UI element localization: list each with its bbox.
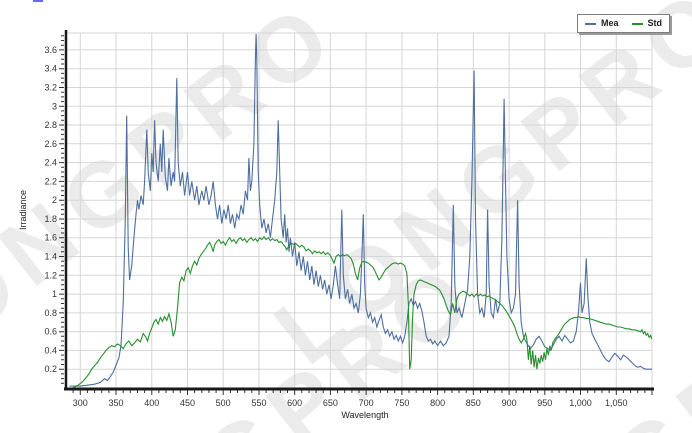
svg-text:1,000: 1,000 xyxy=(569,398,592,408)
svg-text:650: 650 xyxy=(323,398,338,408)
svg-text:750: 750 xyxy=(394,398,409,408)
legend: Mea Std xyxy=(577,14,671,33)
svg-text:2.4: 2.4 xyxy=(44,158,57,168)
svg-text:3: 3 xyxy=(52,101,57,111)
svg-text:950: 950 xyxy=(537,398,552,408)
svg-text:1,050: 1,050 xyxy=(605,398,628,408)
legend-item-mea[interactable]: Mea xyxy=(585,19,619,28)
svg-text:1.2: 1.2 xyxy=(44,270,57,280)
svg-text:3.2: 3.2 xyxy=(44,83,57,93)
svg-text:600: 600 xyxy=(287,398,302,408)
svg-text:900: 900 xyxy=(502,398,517,408)
y-axis-title: Irradiance xyxy=(18,189,29,231)
link-underline-remnant xyxy=(33,0,43,2)
svg-text:700: 700 xyxy=(359,398,374,408)
svg-text:1.4: 1.4 xyxy=(44,252,57,262)
svg-text:3.6: 3.6 xyxy=(44,45,57,55)
svg-text:2.8: 2.8 xyxy=(44,120,57,130)
svg-text:500: 500 xyxy=(216,398,231,408)
svg-text:0.2: 0.2 xyxy=(44,364,57,374)
svg-text:1.8: 1.8 xyxy=(44,214,57,224)
svg-text:2.6: 2.6 xyxy=(44,139,57,149)
svg-text:850: 850 xyxy=(466,398,481,408)
svg-text:0.8: 0.8 xyxy=(44,308,57,318)
svg-text:550: 550 xyxy=(251,398,266,408)
svg-text:0.4: 0.4 xyxy=(44,345,57,355)
mea-legend-label: Mea xyxy=(601,18,619,28)
svg-text:1.6: 1.6 xyxy=(44,233,57,243)
svg-text:450: 450 xyxy=(180,398,195,408)
svg-text:1: 1 xyxy=(52,289,57,299)
legend-item-std[interactable]: Std xyxy=(631,18,663,28)
svg-text:350: 350 xyxy=(108,398,123,408)
svg-text:800: 800 xyxy=(430,398,445,408)
mea-line-swatch xyxy=(585,22,596,25)
svg-text:300: 300 xyxy=(73,398,88,408)
x-axis-title: Wavelength xyxy=(341,410,389,420)
svg-text:2: 2 xyxy=(52,195,57,205)
svg-text:400: 400 xyxy=(144,398,159,408)
std-legend-label: Std xyxy=(647,18,663,28)
svg-text:3.4: 3.4 xyxy=(44,64,57,74)
svg-text:2.2: 2.2 xyxy=(44,176,57,186)
std-line-swatch xyxy=(631,22,643,25)
svg-text:0.6: 0.6 xyxy=(44,327,57,337)
